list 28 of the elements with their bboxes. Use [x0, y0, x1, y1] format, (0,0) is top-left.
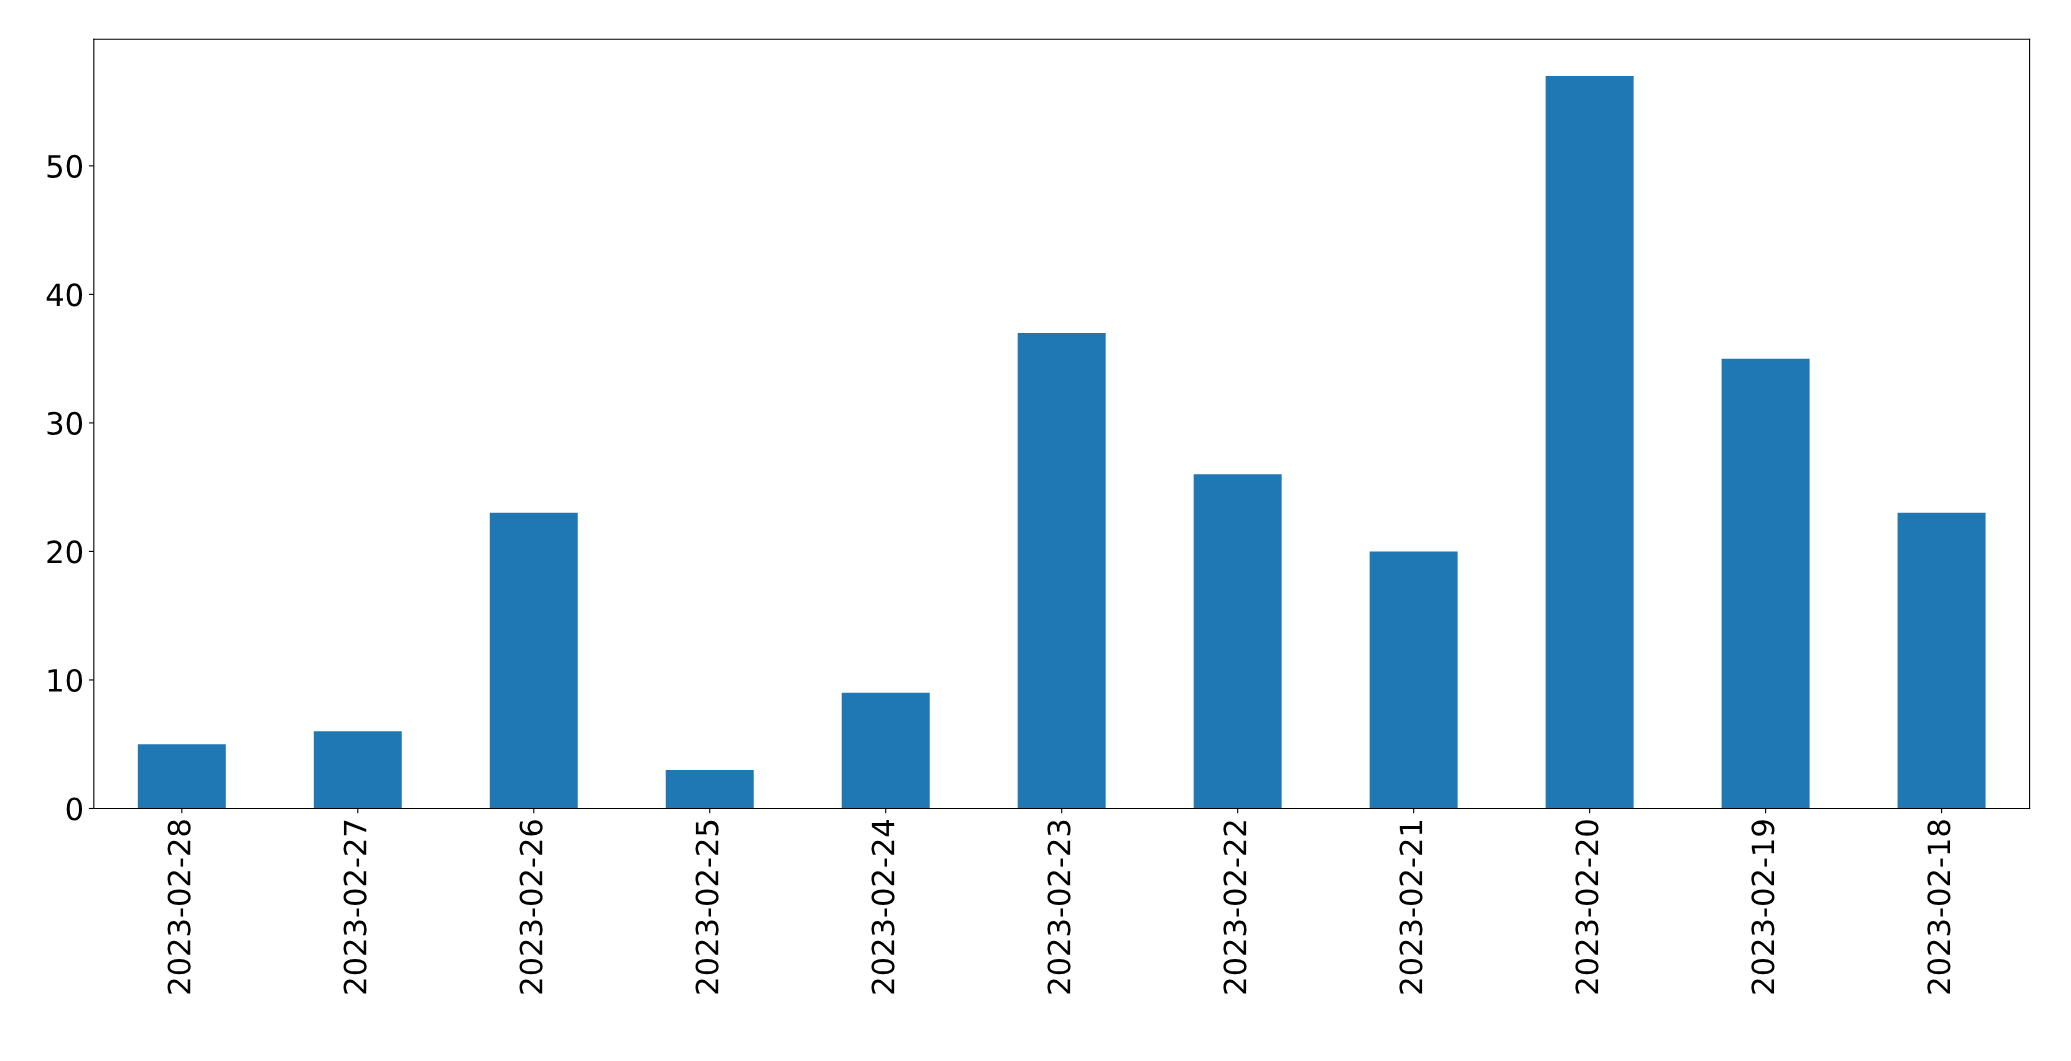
bar	[1545, 75, 1634, 809]
x-tick-label: 2023-02-27	[343, 820, 367, 994]
x-tick-label: 2023-02-25	[695, 820, 719, 994]
x-tick-label: 2023-02-18	[1927, 820, 1951, 994]
x-tick-label: 2023-02-21	[1399, 821, 1423, 994]
bar	[1721, 358, 1810, 809]
x-tick-label: 2023-02-28	[167, 820, 191, 994]
bar	[665, 769, 754, 809]
x-tick-label: 2023-02-24	[871, 819, 895, 994]
y-tick-label: 50	[47, 154, 83, 178]
bar	[137, 744, 226, 809]
x-tick-label: 2023-02-23	[1047, 820, 1071, 994]
bar	[1193, 474, 1282, 809]
y-tick-label: 10	[48, 668, 83, 692]
y-tick-label: 20	[47, 540, 83, 564]
bar	[1897, 512, 1986, 809]
y-tick-label: 0	[66, 797, 83, 821]
bar	[489, 512, 578, 809]
bar	[841, 692, 930, 809]
bar	[313, 731, 402, 809]
x-tick-label: 2023-02-22	[1223, 821, 1247, 994]
x-tick-label: 2023-02-20	[1575, 820, 1599, 994]
bar	[1017, 332, 1106, 809]
x-tick-label: 2023-02-19	[1751, 820, 1775, 994]
bar	[1369, 551, 1458, 809]
y-tick-label: 40	[46, 283, 83, 307]
y-tick-label: 30	[47, 411, 83, 435]
x-tick-label: 2023-02-26	[519, 820, 543, 994]
